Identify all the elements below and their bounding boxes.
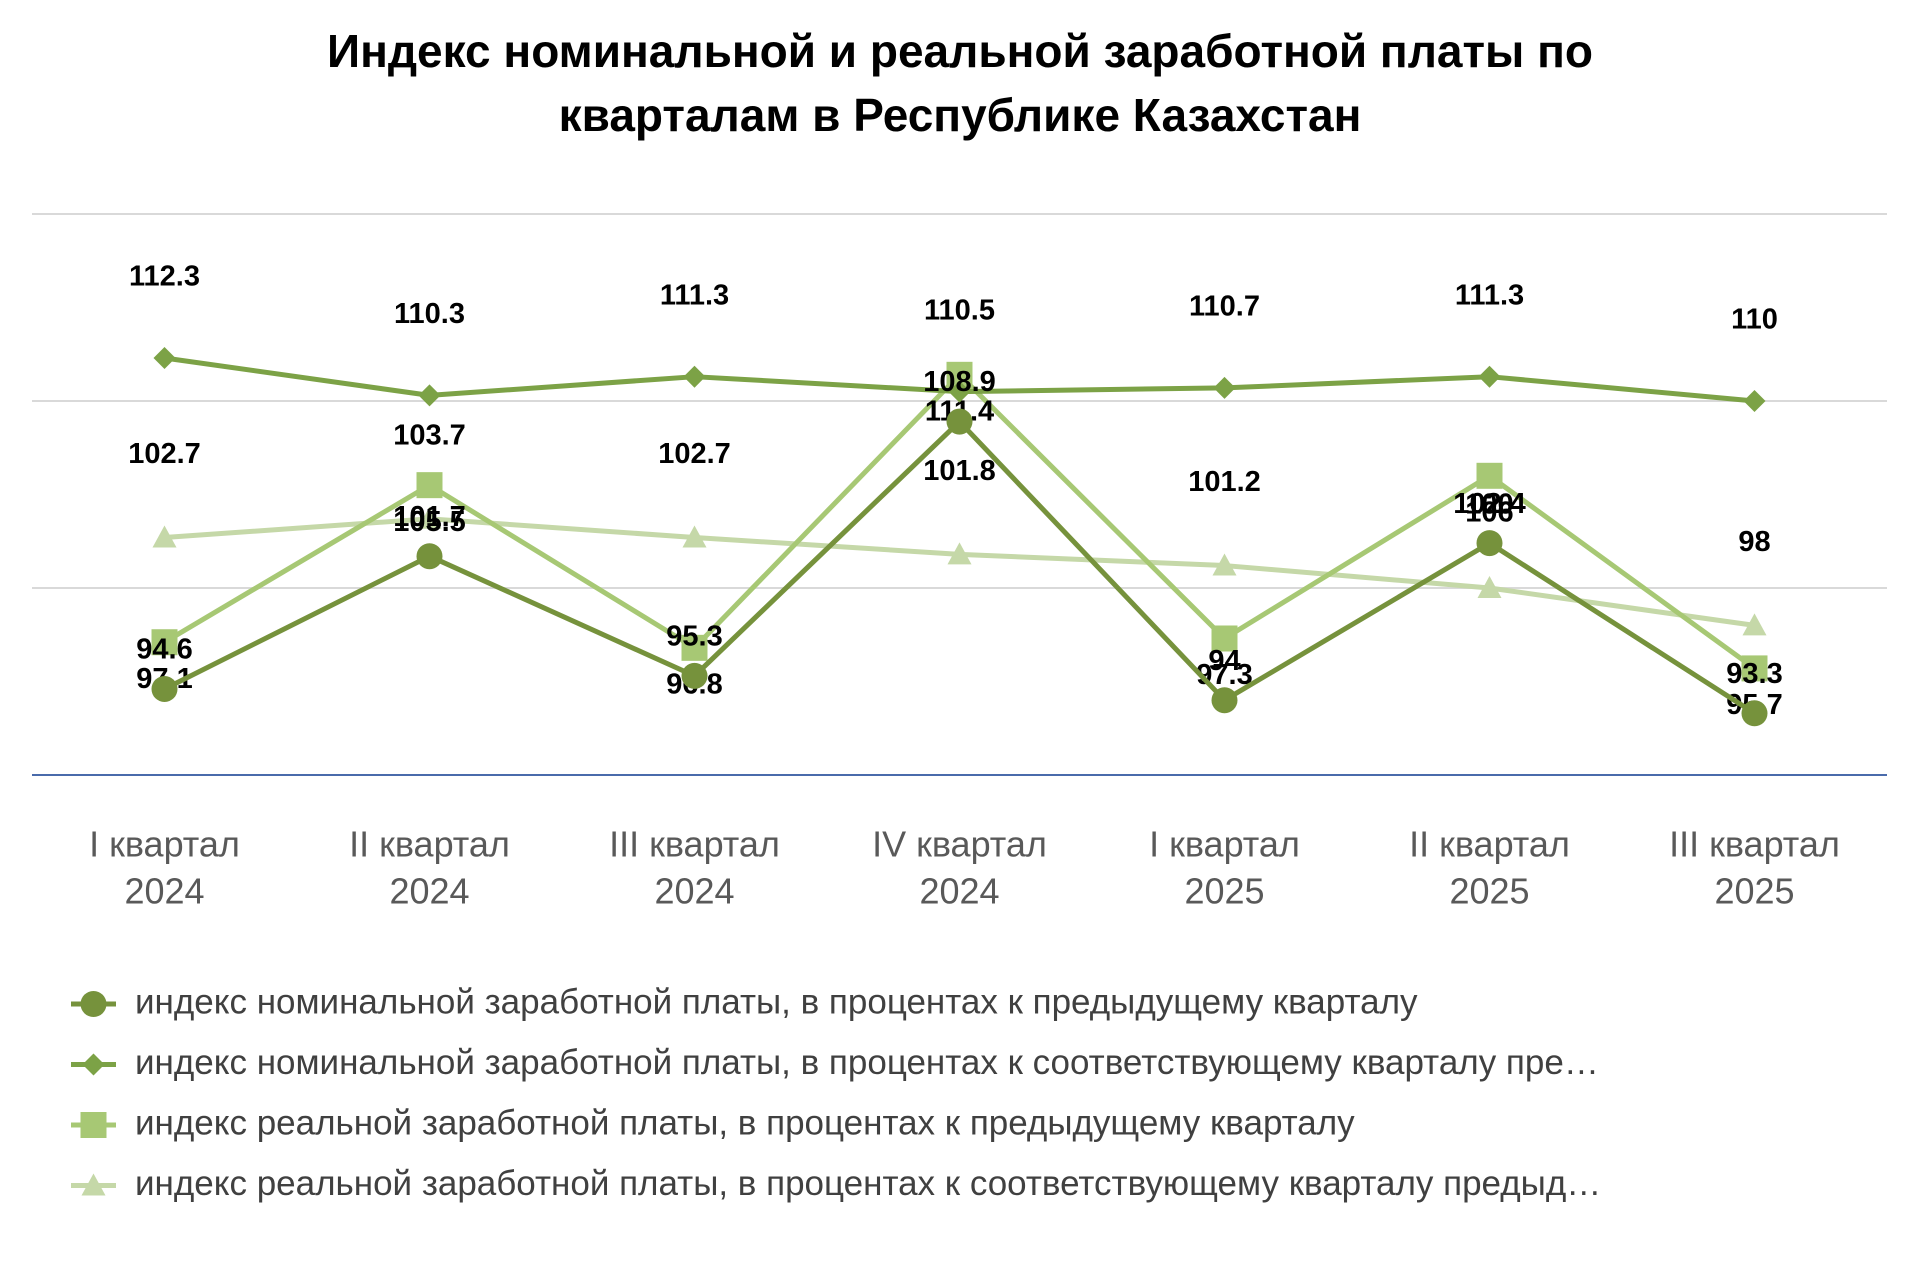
legend-marker bbox=[81, 1173, 106, 1196]
data-label: 95.3 bbox=[666, 621, 722, 653]
point bbox=[1741, 655, 1768, 682]
point bbox=[948, 380, 971, 403]
point bbox=[681, 662, 708, 689]
point bbox=[1213, 376, 1236, 399]
data-label: 110.3 bbox=[394, 298, 465, 330]
x-tick-label: 2025 bbox=[1714, 871, 1794, 912]
point bbox=[416, 543, 443, 570]
point bbox=[682, 525, 707, 548]
data-label: 102.4 bbox=[1453, 488, 1526, 520]
x-tick-label: I квартал bbox=[1149, 824, 1300, 865]
point bbox=[418, 384, 441, 407]
legend-marker bbox=[80, 1112, 107, 1138]
point bbox=[1477, 576, 1502, 598]
data-label: 101.7 bbox=[393, 501, 466, 533]
point bbox=[151, 675, 178, 702]
data-label: 110 bbox=[1731, 304, 1778, 336]
data-label: 111.3 bbox=[660, 279, 729, 311]
data-label: 101.8 bbox=[923, 455, 996, 487]
chart-title: Индекс номинальной и реальной заработной… bbox=[327, 25, 1593, 77]
data-label: 94 bbox=[1208, 645, 1240, 677]
x-tick-label: III квартал bbox=[609, 824, 780, 865]
x-tick-label: IV квартал bbox=[872, 824, 1047, 865]
legend-label: индекс номинальной заработной платы, в п… bbox=[135, 982, 1418, 1021]
data-label: 101.2 bbox=[1188, 466, 1261, 498]
x-tick-label: I квартал bbox=[89, 824, 240, 865]
data-label: 108.9 bbox=[923, 366, 996, 398]
data-label: 112.3 bbox=[129, 261, 200, 293]
data-label: 110.7 bbox=[1189, 291, 1260, 323]
data-label: 103.7 bbox=[393, 419, 466, 451]
point bbox=[151, 629, 178, 656]
legend-label: индекс реальной заработной платы, в проц… bbox=[135, 1164, 1601, 1203]
point bbox=[416, 472, 443, 499]
data-label: 102.7 bbox=[128, 438, 201, 470]
legend-marker bbox=[80, 991, 107, 1017]
data-label: 105.5 bbox=[393, 506, 466, 538]
point bbox=[1741, 700, 1768, 727]
x-tick-label: 2025 bbox=[1184, 871, 1264, 912]
point bbox=[153, 346, 176, 369]
point bbox=[1211, 687, 1238, 714]
x-tick-label: 2024 bbox=[389, 871, 469, 912]
point bbox=[681, 634, 708, 661]
point bbox=[1211, 625, 1238, 652]
x-tick-label: 2024 bbox=[654, 871, 734, 912]
point bbox=[946, 408, 973, 435]
x-tick-label: 2025 bbox=[1449, 871, 1529, 912]
point bbox=[152, 525, 177, 548]
point bbox=[417, 506, 442, 529]
point bbox=[683, 365, 706, 388]
x-tick-label: II квартал bbox=[349, 824, 510, 865]
legend-marker bbox=[82, 1053, 105, 1076]
point bbox=[1743, 390, 1766, 412]
point bbox=[1476, 530, 1503, 557]
data-label: 106 bbox=[1465, 496, 1513, 528]
data-label: 97.3 bbox=[1196, 659, 1252, 691]
data-label: 110.5 bbox=[924, 294, 995, 326]
chart-title: кварталам в Республике Казахстан bbox=[559, 89, 1362, 141]
x-tick-label: II квартал bbox=[1409, 824, 1570, 865]
data-label: 100 bbox=[1465, 489, 1513, 521]
point bbox=[1476, 462, 1503, 489]
data-label: 102.7 bbox=[658, 438, 731, 470]
x-tick-label: 2024 bbox=[919, 871, 999, 912]
legend-label: индекс номинальной заработной платы, в п… bbox=[135, 1043, 1599, 1082]
point bbox=[1478, 365, 1501, 388]
data-label: 111.3 bbox=[1455, 279, 1524, 311]
legend-label: индекс реальной заработной платы, в проц… bbox=[135, 1103, 1355, 1142]
data-label: 93.3 bbox=[1726, 658, 1782, 690]
data-label: 98 bbox=[1738, 526, 1770, 558]
point bbox=[947, 542, 972, 565]
data-label: 94.6 bbox=[136, 634, 192, 666]
point bbox=[1212, 553, 1237, 576]
x-tick-label: III квартал bbox=[1669, 824, 1840, 865]
point bbox=[1742, 613, 1767, 636]
x-tick-label: 2024 bbox=[124, 871, 204, 912]
